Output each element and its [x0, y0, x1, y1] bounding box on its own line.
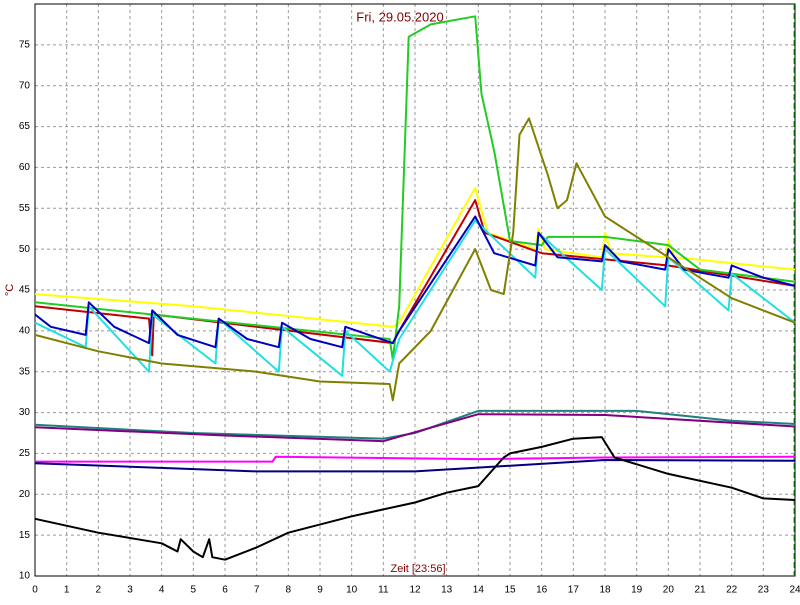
x-tick-label: 2 [96, 585, 102, 596]
series-line [34, 409, 796, 440]
x-tick-label: 22 [726, 585, 738, 596]
series-line [34, 219, 796, 377]
x-tick-label: 8 [286, 585, 292, 596]
y-tick-label: 75 [19, 39, 31, 50]
y-tick-label: 25 [19, 448, 31, 459]
x-tick-label: 13 [441, 585, 453, 596]
x-tick-label: 1 [64, 585, 70, 596]
y-tick-label: 40 [19, 325, 31, 336]
y-tick-label: 60 [19, 162, 31, 173]
x-tick-label: 3 [127, 585, 133, 596]
x-tick-label: 18 [599, 585, 611, 596]
x-tick-label: 21 [694, 585, 706, 596]
x-tick-label: 12 [409, 585, 421, 596]
series-line [34, 436, 796, 561]
x-tick-label: 10 [346, 585, 358, 596]
x-tick-label: 16 [536, 585, 548, 596]
x-tick-label: 14 [473, 585, 485, 596]
x-tick-label: 17 [568, 585, 580, 596]
series-line [34, 15, 796, 361]
x-axis-label: Zeit [23:56] [390, 563, 445, 575]
series-line [34, 117, 796, 402]
x-tick-label: 9 [317, 585, 323, 596]
y-tick-label: 10 [19, 571, 31, 582]
x-tick-label: 19 [631, 585, 643, 596]
y-tick-label: 70 [19, 80, 31, 91]
series-line [34, 413, 796, 443]
y-tick-label: 35 [19, 366, 31, 377]
y-tick-label: 30 [19, 407, 31, 418]
x-tick-label: 7 [254, 585, 260, 596]
x-tick-label: 0 [32, 585, 38, 596]
y-tick-label: 55 [19, 203, 31, 214]
x-tick-label: 23 [758, 585, 770, 596]
y-tick-label: 45 [19, 285, 31, 296]
x-tick-label: 24 [789, 585, 800, 596]
x-tick-label: 20 [663, 585, 675, 596]
x-tick-label: 5 [191, 585, 197, 596]
x-tick-label: 11 [378, 585, 389, 596]
y-tick-label: 50 [19, 244, 31, 255]
x-tick-label: 4 [159, 585, 165, 596]
plot-border [34, 3, 796, 577]
x-tick-label: 15 [504, 585, 516, 596]
chart-title: Fri, 29.05.2020 [356, 9, 443, 24]
x-tick-label: 6 [222, 585, 228, 596]
series-line [35, 455, 796, 463]
y-tick-label: 20 [19, 489, 31, 500]
y-tick-label: 65 [19, 121, 31, 132]
series-line [34, 459, 796, 473]
y-axis-label: °C [4, 284, 16, 296]
y-tick-label: 15 [19, 530, 31, 541]
